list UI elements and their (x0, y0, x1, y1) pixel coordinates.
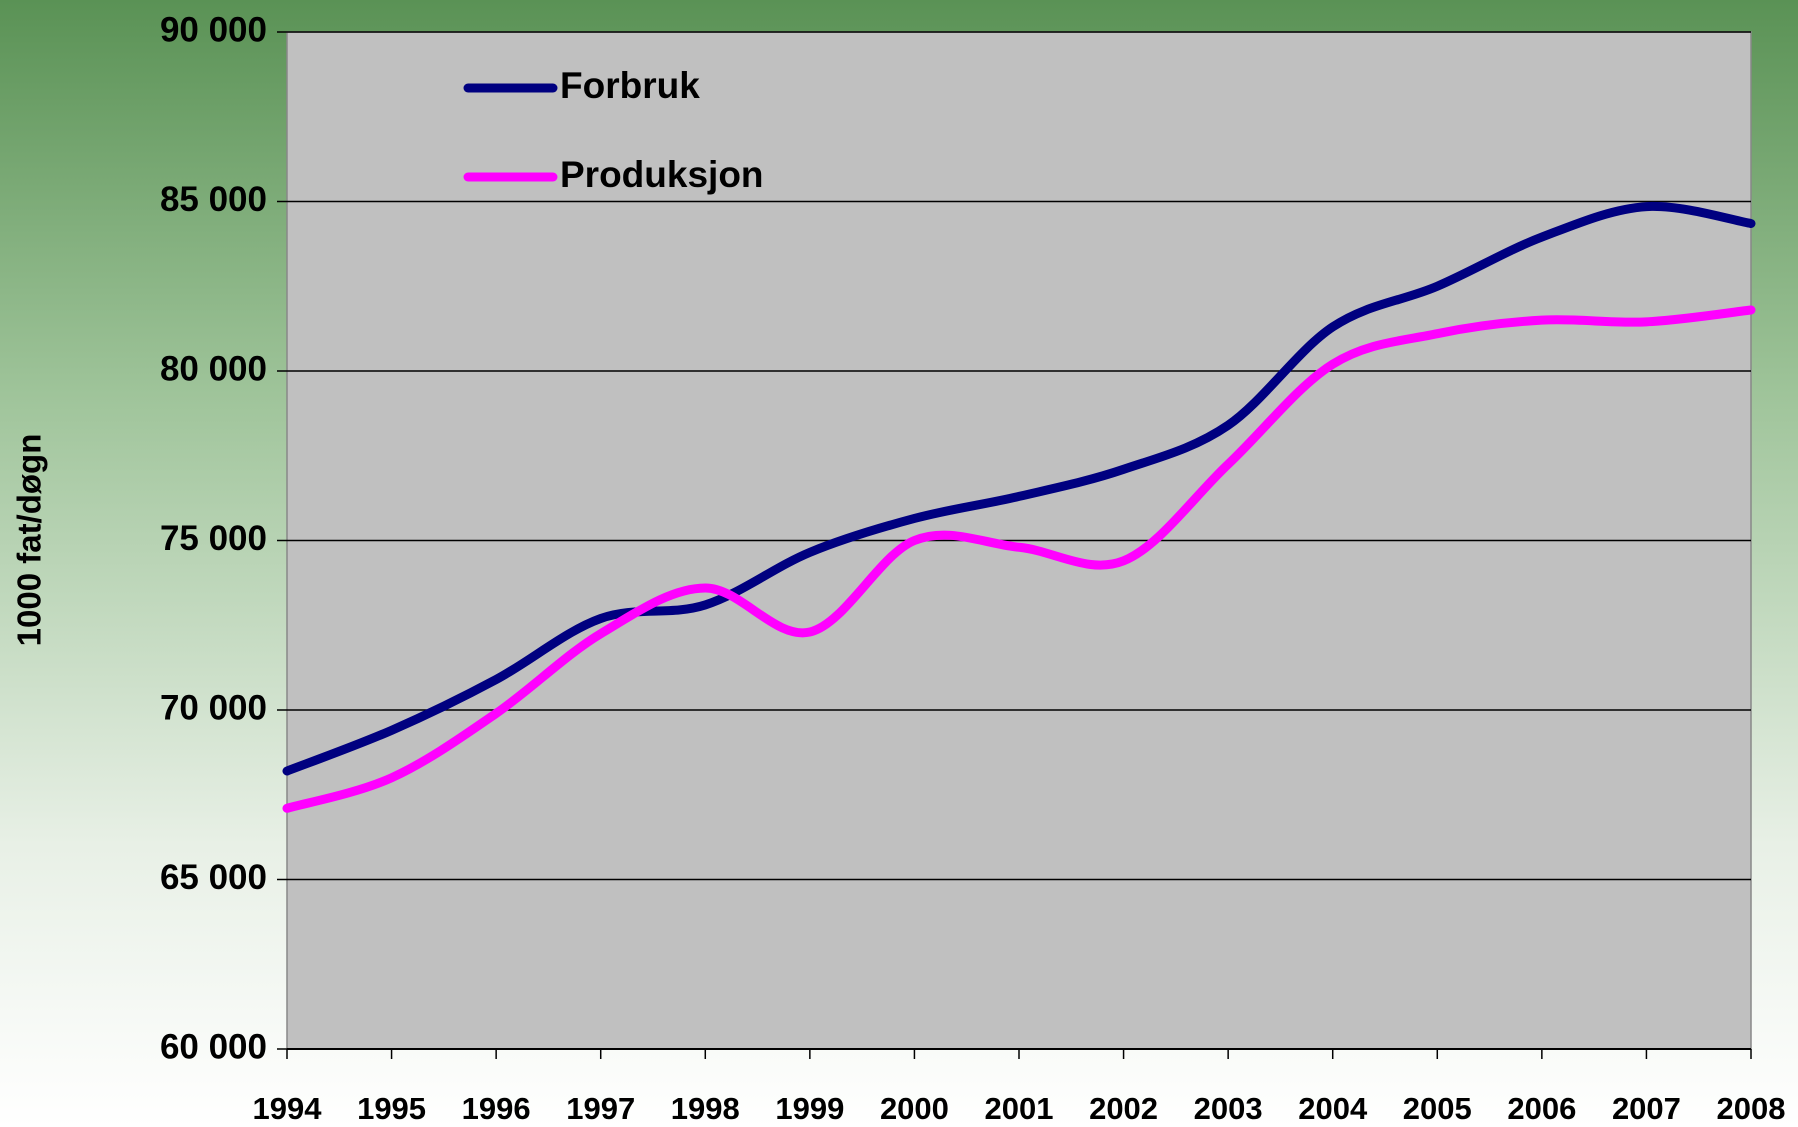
x-tick-label: 1996 (462, 1091, 531, 1126)
y-tick-label: 60 000 (160, 1027, 267, 1066)
x-tick-label: 2005 (1403, 1091, 1472, 1126)
x-tick-label: 1994 (253, 1091, 323, 1126)
x-tick-label: 2007 (1612, 1091, 1681, 1126)
legend-label: Forbruk (560, 65, 700, 106)
x-tick-label: 2004 (1298, 1091, 1368, 1126)
y-tick-label: 70 000 (160, 688, 267, 727)
x-tick-label: 1997 (566, 1091, 635, 1126)
x-tick-label: 2001 (985, 1091, 1054, 1126)
y-tick-label: 65 000 (160, 858, 267, 897)
x-tick-label: 1999 (775, 1091, 844, 1126)
x-tick-label: 2008 (1717, 1091, 1786, 1126)
x-tick-label: 1995 (357, 1091, 426, 1126)
series-line (282, 201, 1756, 776)
x-tick-label: 2003 (1194, 1091, 1263, 1126)
x-tick-label: 1998 (671, 1091, 740, 1126)
y-tick-label: 85 000 (160, 180, 267, 219)
y-axis-label: 1000 fat/døgn (11, 434, 48, 647)
series-line (282, 305, 1756, 813)
x-tick-label: 2006 (1507, 1091, 1576, 1126)
x-tick-label: 2002 (1089, 1091, 1158, 1126)
x-tick-label: 2000 (880, 1091, 949, 1126)
y-tick-label: 90 000 (160, 10, 267, 49)
y-tick-label: 75 000 (160, 519, 267, 558)
y-tick-label: 80 000 (160, 349, 267, 388)
legend-label: Produksjon (560, 154, 764, 195)
